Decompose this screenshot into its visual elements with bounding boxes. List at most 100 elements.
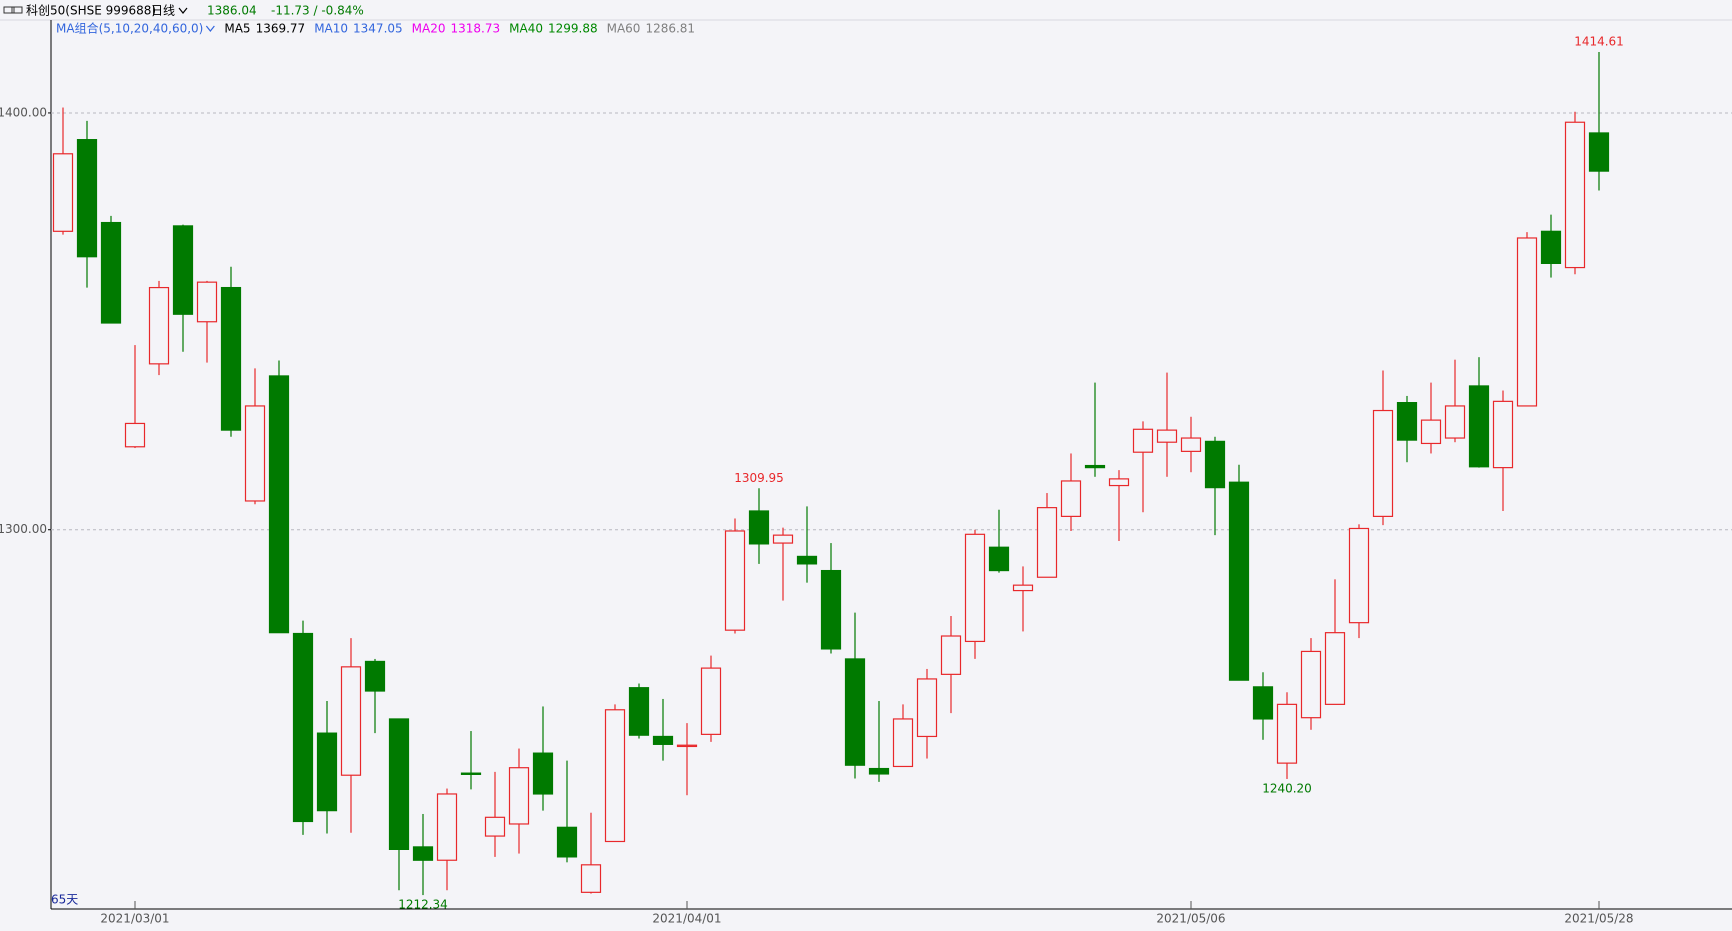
candle-body [1372,409,1394,517]
header: 科创50(SHSE 999688) 日线 1386.04 -11.73 / -0… [3,4,364,18]
candle-body [1084,464,1106,469]
candle-body [1396,402,1418,441]
candle [316,701,338,834]
candle-body [988,546,1010,572]
candle [724,518,746,634]
candle-body [1180,437,1202,452]
candle [988,509,1010,573]
symbol[interactable]: 科创50(SHSE 999688) [26,4,156,18]
candle [1540,214,1562,278]
candle [460,731,482,790]
candle-body [868,767,890,775]
legend-name: MA60 [607,22,641,36]
candle-body [1468,385,1490,468]
high-label: 1414.61 [1574,35,1624,49]
candle-body [916,678,938,738]
candle-body [172,225,194,315]
candle [676,723,698,796]
candle [1468,357,1490,468]
candle-body [268,375,290,634]
candle [532,706,554,811]
candle [196,280,218,363]
candle-body [820,569,842,650]
legend-value: 1347.05 [353,22,403,36]
candle [1012,566,1034,632]
candle-body [1012,584,1034,592]
candle [292,620,314,835]
legend-value: 1286.81 [645,22,695,36]
x-tick-label: 2021/03/01 [100,912,169,926]
candle [484,771,506,857]
candle-body [100,221,122,324]
legend-value: 1369.77 [256,22,306,36]
candle [1276,692,1298,779]
legend-name: MA10 [314,22,348,36]
candle [148,280,170,376]
candle-body [148,286,170,365]
candle-body [1156,429,1178,443]
candle-body [532,752,554,795]
candle-body [76,139,98,258]
indicator-dropdown [205,25,215,32]
period[interactable]: 日线 [151,4,175,18]
candle [796,506,818,583]
candle-body [964,533,986,643]
candle [268,360,290,634]
link-icon[interactable] [3,6,15,14]
candle-body [1108,478,1130,487]
price: 1386.04 [207,4,257,18]
candle-body [1036,507,1058,578]
candle [1060,453,1082,531]
candle [124,345,146,449]
legend-value: 1318.73 [451,22,501,36]
candle [1300,638,1322,730]
candle [892,704,914,768]
candle [604,704,626,843]
candle-body [1252,686,1274,720]
candle [388,718,410,891]
candle-body [196,281,218,323]
candle [1108,470,1130,541]
candle [1036,493,1058,578]
candle [772,527,794,601]
candle-body [460,772,482,775]
candle [436,788,458,891]
candle [508,748,530,854]
legend-name: MA5 [224,22,250,36]
candle [1492,390,1514,511]
candle-body [484,816,506,837]
candle-body [1276,703,1298,764]
y-tick-label: 1300.00 [0,522,47,536]
candle [1084,382,1106,477]
indicator[interactable]: MA组合(5,10,20,40,60,0) [56,21,203,36]
change: -11.73 / -0.84% [271,4,364,18]
candle [364,658,386,734]
candle-body [1204,440,1226,489]
candle [580,812,602,894]
candle-body [124,422,146,448]
candle [1324,579,1346,705]
candle [1420,382,1442,454]
candle-body [652,735,674,745]
candle [700,655,722,742]
candle-body [292,632,314,823]
candle [172,224,194,352]
candle [76,120,98,288]
candle [1348,524,1370,639]
candle [1396,395,1418,463]
candle-body [412,846,434,861]
candle [220,266,242,437]
candle-body [1324,632,1346,705]
candle-body [556,826,578,858]
candle [556,760,578,863]
link-icon[interactable] [11,6,23,14]
legend-name: MA20 [412,22,446,36]
candle-body [1420,419,1442,445]
candle [652,698,674,761]
candle-body [844,658,866,766]
x-tick-label: 2021/04/01 [652,912,721,926]
period-dropdown[interactable] [178,7,188,14]
candle-body [1492,400,1514,469]
